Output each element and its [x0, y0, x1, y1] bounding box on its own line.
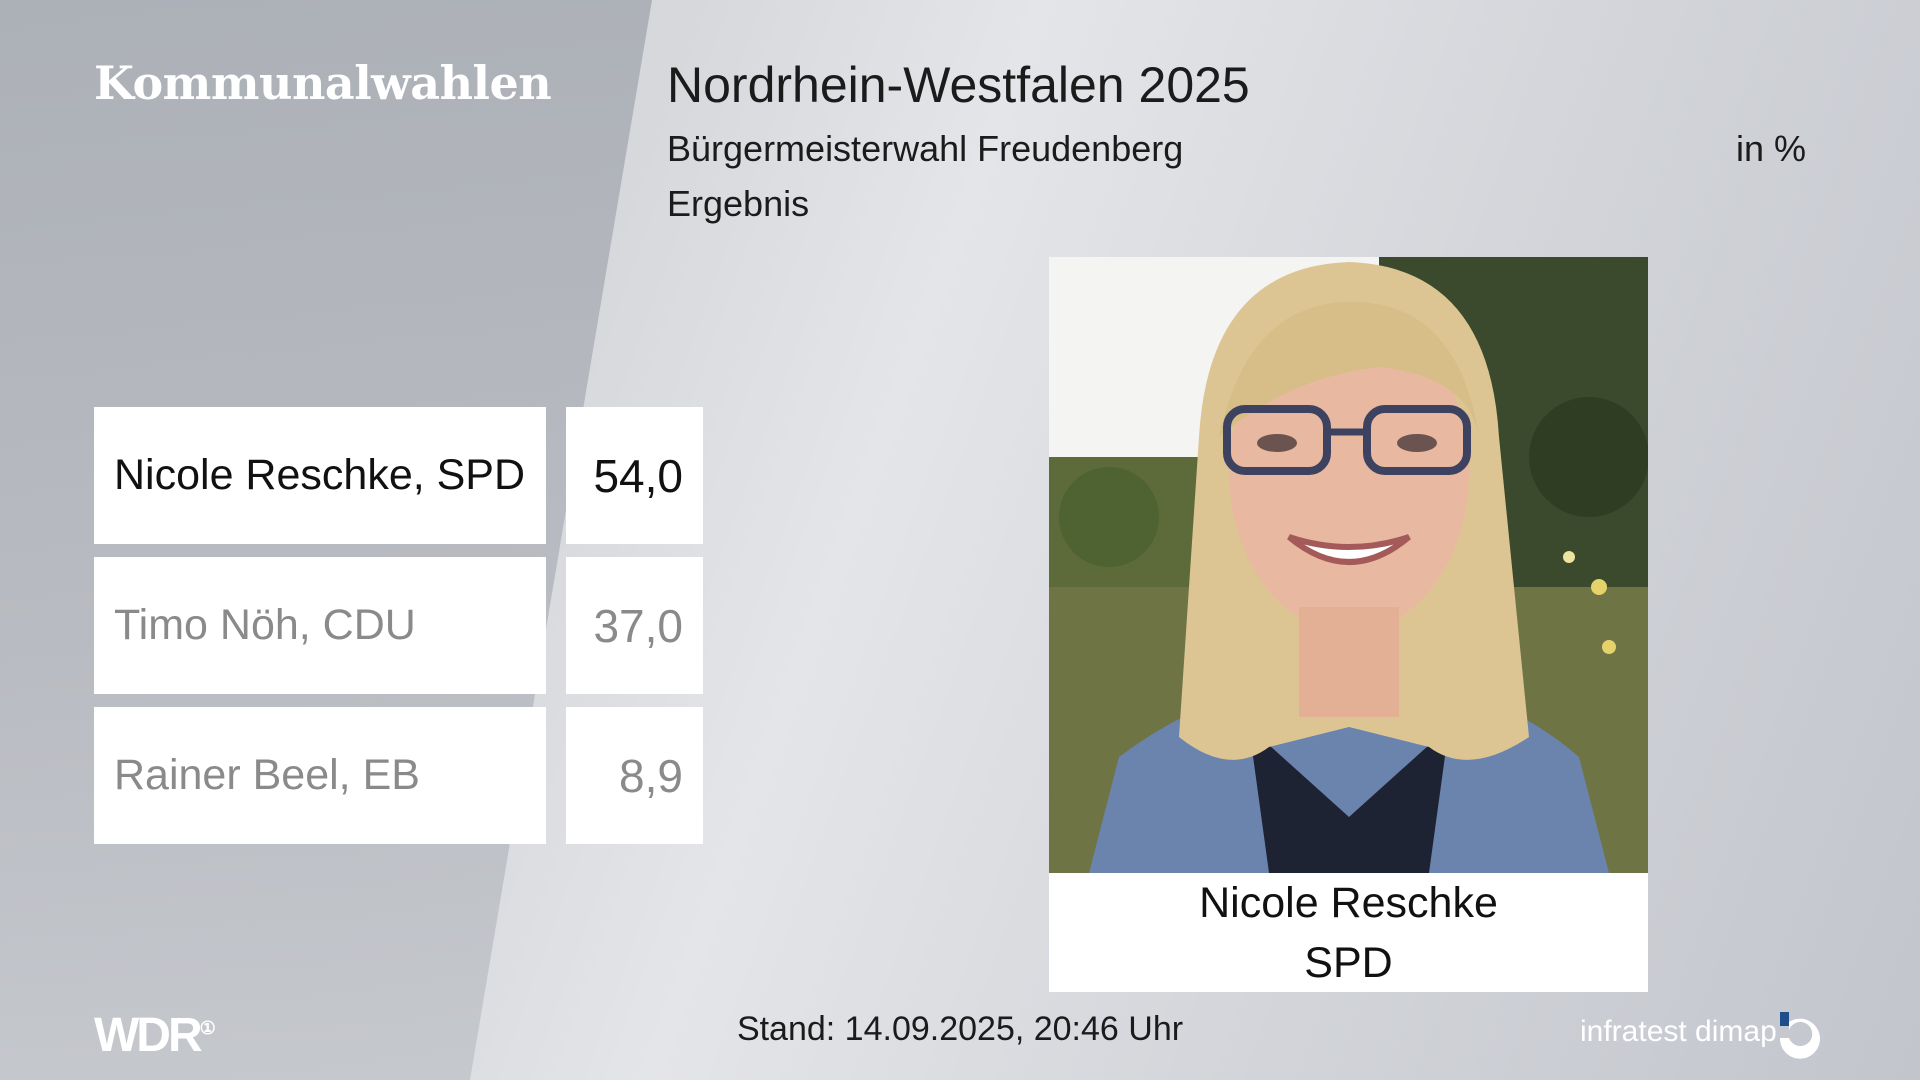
winner-party: SPD [1304, 939, 1393, 987]
winner-caption: Nicole Reschke SPD [1049, 873, 1648, 992]
candidate-value: 54,0 [566, 407, 703, 544]
candidate-name: Timo Nöh, CDU [94, 557, 546, 694]
infratest-dimap-logo-icon [1779, 1012, 1820, 1059]
result-label: Ergebnis [667, 183, 810, 224]
candidate-value: 8,9 [566, 707, 703, 844]
brand-title: Kommunalwahlen [94, 56, 552, 110]
wdr-logo: WDR① [94, 1008, 216, 1063]
wdr-logo-text: WDR [94, 1009, 203, 1062]
result-row: Rainer Beel, EB 8,9 [94, 707, 704, 844]
ard-one-icon: ① [199, 1018, 216, 1038]
winner-name: Nicole Reschke [1199, 879, 1498, 927]
result-row: Nicole Reschke, SPD 54,0 [94, 407, 704, 544]
candidate-name: Rainer Beel, EB [94, 707, 546, 844]
winner-photo [1049, 257, 1648, 873]
page-title: Nordrhein-Westfalen 2025 [667, 57, 1250, 113]
candidate-name: Nicole Reschke, SPD [94, 407, 546, 544]
page-subtitle: Bürgermeisterwahl Freudenberg [667, 128, 1184, 169]
candidate-value: 37,0 [566, 557, 703, 694]
timestamp: Stand: 14.09.2025, 20:46 Uhr [736, 1010, 1184, 1048]
unit-label: in % [1735, 128, 1806, 169]
result-row: Timo Nöh, CDU 37,0 [94, 557, 704, 694]
source-label: infratest dimap [1580, 1015, 1777, 1048]
